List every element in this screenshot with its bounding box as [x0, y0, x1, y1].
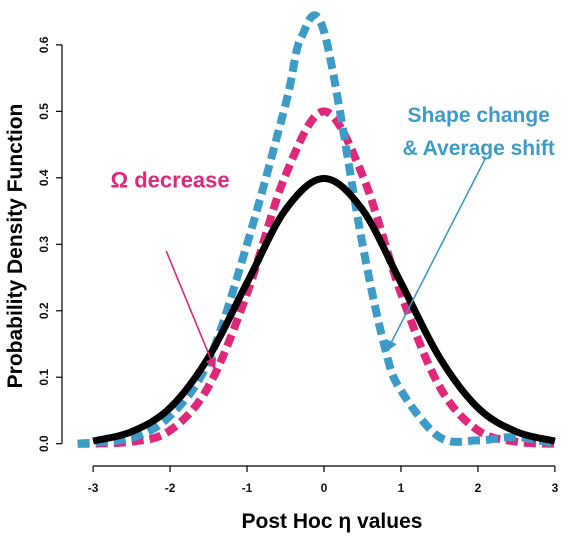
- y-tick-label: 0.5: [37, 103, 51, 120]
- y-tick-label: 0.3: [37, 236, 51, 253]
- x-tick-label: 3: [552, 481, 559, 495]
- series-line-reference-distribution: [92, 175, 556, 445]
- annotation-arrow-omega-decrease: [165, 250, 217, 370]
- x-axis-title: Post Hoc η values: [242, 510, 423, 533]
- y-tick-label: 0.6: [37, 36, 51, 53]
- annotation-shape-change: Shape change: [408, 104, 550, 127]
- y-tick-label: 0.1: [37, 369, 51, 386]
- y-axis-title: Probability Density Function: [4, 104, 27, 389]
- series-line-shape-change-average-shift: [77, 11, 556, 448]
- series-line-decrease: [77, 107, 556, 448]
- y-tick-label: 0.4: [37, 169, 51, 186]
- annotation-omega-decrease: Ω decrease: [110, 168, 229, 193]
- y-tick-label: 0.0: [37, 435, 51, 452]
- x-tick-label: 1: [398, 481, 405, 495]
- x-tick-label: -3: [88, 481, 99, 495]
- x-tick-label: 2: [475, 481, 482, 495]
- y-tick-label: 0.2: [37, 302, 51, 319]
- x-tick-label: -2: [165, 481, 176, 495]
- x-tick-label: 0: [321, 481, 328, 495]
- x-tick-label: -1: [242, 481, 253, 495]
- annotation-average-shift: & Average shift: [402, 137, 555, 160]
- annotation-arrow-shape-change: [386, 157, 487, 352]
